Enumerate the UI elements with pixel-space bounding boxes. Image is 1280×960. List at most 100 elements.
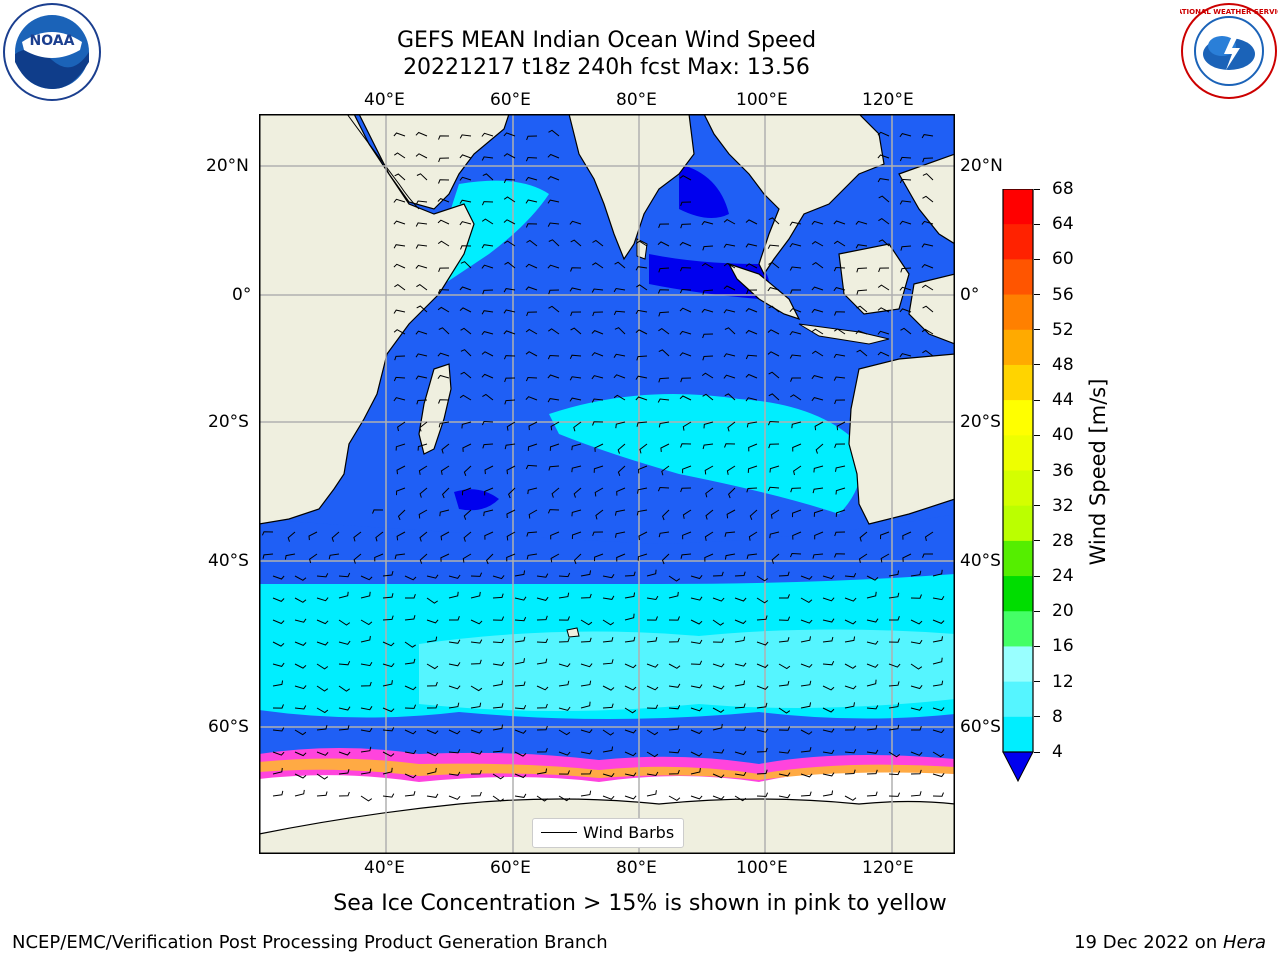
wind-barb: [778, 726, 791, 731]
wind-barb: [701, 372, 714, 379]
wind-barb: [778, 749, 791, 754]
wind-barb: [624, 571, 636, 577]
wind-barb: [462, 553, 472, 563]
wind-barb: [701, 221, 714, 226]
lat-label-left: 20°N: [206, 156, 249, 176]
wind-barb: [822, 636, 834, 643]
wind-barb: [866, 679, 877, 687]
wind-barb: [438, 399, 450, 404]
wind-barb: [360, 635, 371, 643]
wind-barb: [571, 465, 582, 473]
wind-barb: [682, 531, 692, 540]
calm-patch-south: [454, 489, 499, 511]
wind-barb: [922, 195, 934, 203]
wind-barb: [690, 596, 703, 601]
wind-barb: [272, 641, 285, 647]
wind-barb: [932, 773, 945, 778]
wind-barb: [793, 465, 802, 476]
wind-barb: [404, 658, 416, 665]
wind-barb: [889, 616, 900, 621]
wind-barb: [437, 198, 450, 203]
wind-barb: [702, 245, 714, 251]
wind-barb: [899, 353, 912, 358]
wind-barb: [316, 707, 329, 714]
wind-barb: [272, 575, 285, 580]
wind-barb: [404, 641, 416, 648]
wind-barb: [514, 570, 526, 577]
wind-barb: [592, 531, 604, 536]
wind-barb: [602, 795, 615, 800]
colorbar-tick-mark: [1034, 575, 1040, 577]
wind-barb: [569, 354, 582, 360]
wind-barb: [844, 795, 857, 801]
wind-barb: [822, 660, 835, 666]
wind-barb: [426, 663, 439, 670]
wind-barb: [668, 591, 679, 599]
wind-barb: [448, 771, 461, 776]
wind-barb: [910, 639, 923, 645]
wind-barb: [768, 393, 780, 401]
wind-barb: [503, 309, 516, 314]
colorbar-tick-label: 28: [1052, 530, 1074, 551]
wind-band-40s: [259, 514, 955, 584]
wind-barb: [415, 153, 428, 159]
wind-barb: [438, 267, 450, 272]
colorbar-segment: [1003, 224, 1033, 260]
wind-barb: [570, 311, 582, 317]
wind-barb: [734, 795, 747, 802]
wind-barb: [470, 702, 482, 709]
wind-barb: [481, 244, 494, 249]
wind-barb: [492, 616, 505, 621]
wind-barb: [504, 399, 516, 405]
wind-barb: [571, 531, 582, 540]
wind-barb: [558, 770, 570, 775]
wind-barb: [724, 553, 736, 560]
wind-barb: [438, 157, 450, 163]
wind-barb: [866, 575, 879, 581]
wind-barb: [558, 729, 571, 736]
wind-barb: [360, 768, 372, 775]
wind-barb: [932, 792, 944, 797]
land-sumatra: [727, 262, 801, 321]
colorbar-tick-label: 48: [1052, 354, 1074, 375]
wind-barb: [856, 267, 868, 273]
wind-barb: [551, 487, 560, 498]
wind-barb: [514, 704, 527, 710]
wind-barb: [448, 639, 461, 644]
wind-barb: [866, 724, 878, 731]
wind-barb: [756, 641, 769, 646]
colorbar-segment: [1003, 400, 1033, 436]
wind-barb: [712, 638, 725, 643]
wind-barb: [550, 421, 560, 431]
wind-barb: [382, 641, 395, 647]
wind-barb: [459, 134, 472, 139]
wind-barb: [547, 222, 560, 227]
wind-barb: [382, 663, 395, 668]
wind-barb: [536, 685, 549, 691]
wind-barb: [613, 287, 626, 293]
wind-barb: [419, 553, 428, 564]
wind-barb: [437, 219, 450, 225]
wind-barb: [727, 421, 736, 432]
colorbar-segment: [1003, 364, 1033, 401]
wind-barb: [811, 328, 824, 335]
wind-barb: [547, 374, 560, 379]
wind-barb: [558, 663, 571, 668]
wind-barb: [690, 751, 703, 757]
wind-barb: [528, 509, 538, 519]
wind-barb: [770, 509, 780, 519]
colorbar-tick-label: 20: [1052, 601, 1074, 622]
wind-barb: [481, 132, 494, 137]
wind-barb: [460, 371, 472, 379]
colorbar-segment: [1003, 540, 1033, 577]
wind-barb: [594, 443, 604, 452]
wind-barb: [877, 307, 890, 313]
wind-barb: [360, 727, 373, 733]
wind-barb: [459, 154, 472, 159]
wind-barb: [888, 792, 901, 797]
wind-barb: [481, 310, 494, 315]
wind-barb: [811, 240, 824, 247]
wind-barb: [789, 266, 802, 271]
wind-barb: [528, 421, 538, 431]
wind-barb: [492, 724, 504, 731]
